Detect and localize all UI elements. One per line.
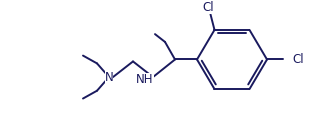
Text: N: N [105, 71, 113, 84]
Text: Cl: Cl [292, 53, 304, 66]
Text: NH: NH [136, 72, 154, 86]
Text: Cl: Cl [203, 1, 214, 14]
